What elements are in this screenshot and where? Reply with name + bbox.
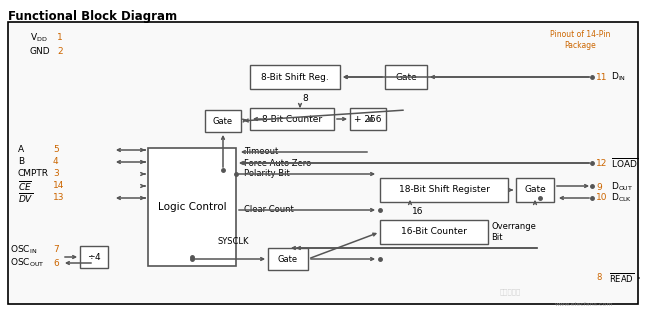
Text: 3: 3 <box>53 169 59 179</box>
Text: Pinout of 14-Pin
Package: Pinout of 14-Pin Package <box>550 30 610 50</box>
Bar <box>80 246 108 268</box>
Text: 14: 14 <box>53 181 65 191</box>
Text: 电子发烧友: 电子发烧友 <box>500 289 521 295</box>
Bar <box>148 148 236 266</box>
Text: Force Auto Zero: Force Auto Zero <box>244 159 311 167</box>
Text: Gate: Gate <box>278 254 298 264</box>
Text: B: B <box>18 157 24 167</box>
Text: 12: 12 <box>596 159 607 167</box>
Bar <box>380 220 488 244</box>
Text: Gate: Gate <box>213 117 233 125</box>
Bar <box>385 65 427 89</box>
Text: 1: 1 <box>57 33 63 42</box>
Text: Timeout: Timeout <box>244 148 278 156</box>
Bar <box>250 108 334 130</box>
Text: Clear Count: Clear Count <box>244 205 294 215</box>
Text: 13: 13 <box>53 193 65 203</box>
Text: OSC$_{\rm OUT}$: OSC$_{\rm OUT}$ <box>10 257 45 269</box>
Text: Gate: Gate <box>524 185 546 195</box>
Text: A: A <box>18 145 24 155</box>
Text: 8: 8 <box>596 274 601 283</box>
Text: 2: 2 <box>57 47 63 57</box>
Text: 8: 8 <box>302 94 307 103</box>
Bar <box>205 110 241 132</box>
Bar <box>250 65 340 89</box>
Text: + 256: + 256 <box>354 114 382 124</box>
Text: SYSCLK: SYSCLK <box>218 238 249 246</box>
Text: D$_{\rm IN}$: D$_{\rm IN}$ <box>611 71 626 83</box>
Text: Polarity Bit: Polarity Bit <box>244 169 290 179</box>
Text: 16-Bit Counter: 16-Bit Counter <box>401 228 467 236</box>
Text: 10: 10 <box>596 193 607 203</box>
Text: $\div$4: $\div$4 <box>87 252 101 263</box>
Bar <box>350 108 386 130</box>
Text: 4: 4 <box>53 157 59 167</box>
Text: 5: 5 <box>53 145 59 155</box>
Bar <box>380 178 508 202</box>
Text: $\overline{DV}$: $\overline{DV}$ <box>18 191 34 205</box>
Text: D$_{\rm CLK}$: D$_{\rm CLK}$ <box>611 192 632 204</box>
Text: www.elecfans.com: www.elecfans.com <box>555 302 614 307</box>
Text: Functional Block Diagram: Functional Block Diagram <box>8 10 177 23</box>
Text: $\overline{\rm READ}$: $\overline{\rm READ}$ <box>609 271 634 285</box>
Bar <box>268 248 308 270</box>
Text: 11: 11 <box>596 72 607 82</box>
Text: 16: 16 <box>412 206 424 216</box>
Text: GND: GND <box>30 47 50 57</box>
Text: 7: 7 <box>53 246 59 254</box>
Text: OSC$_{\rm IN}$: OSC$_{\rm IN}$ <box>10 244 37 256</box>
Bar <box>516 178 554 202</box>
Bar <box>8 22 638 304</box>
Text: D$_{\rm OUT}$: D$_{\rm OUT}$ <box>611 181 633 193</box>
Text: V$_{\rm DD}$: V$_{\rm DD}$ <box>30 32 48 44</box>
Text: $\overline{CE}$: $\overline{CE}$ <box>18 179 32 193</box>
Text: Logic Control: Logic Control <box>158 202 226 212</box>
Text: 8-Bit Counter: 8-Bit Counter <box>262 114 322 124</box>
Text: 6: 6 <box>53 258 59 268</box>
Text: Overrange
Bit: Overrange Bit <box>491 222 536 242</box>
Text: 8-Bit Shift Reg.: 8-Bit Shift Reg. <box>261 72 329 82</box>
Text: 18-Bit Shift Register: 18-Bit Shift Register <box>399 185 490 195</box>
Text: $\overline{\rm LOAD}$: $\overline{\rm LOAD}$ <box>611 156 638 170</box>
Text: 9: 9 <box>596 183 602 191</box>
Text: Gate: Gate <box>395 72 417 82</box>
Text: CMPTR: CMPTR <box>18 169 49 179</box>
